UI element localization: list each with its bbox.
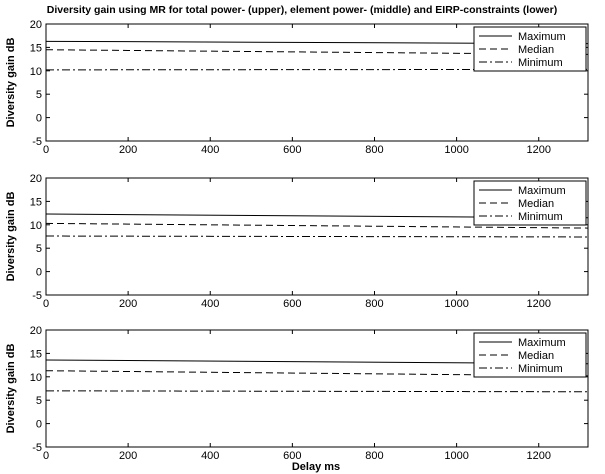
y-tick-label: 5 — [36, 89, 42, 101]
y-tick-label: 0 — [36, 419, 42, 431]
x-tick-label: 400 — [201, 298, 219, 310]
legend-label-median: Median — [518, 44, 554, 56]
x-tick-label: 800 — [365, 298, 383, 310]
x-tick-label: 600 — [283, 298, 301, 310]
y-tick-label: 20 — [30, 173, 42, 185]
legend-label-minimum: Minimum — [518, 211, 563, 223]
y-tick-label: 20 — [30, 19, 42, 31]
series-line-minimum — [45, 390, 589, 393]
legend-label-median: Median — [518, 350, 554, 362]
y-tick-label: -5 — [32, 136, 42, 148]
chart-panel-2: 0 200 400 600 800 1000 1200-505101520Diversity… — [5, 173, 589, 310]
x-tick-label: 1000 — [444, 450, 468, 462]
y-tick-label: 10 — [30, 372, 42, 384]
x-tick-label: 800 — [365, 144, 383, 156]
legend-label-median: Median — [518, 198, 554, 210]
plot-frame — [45, 329, 589, 448]
x-tick-label: 0 — [43, 450, 49, 462]
y-tick-label: -5 — [32, 290, 42, 302]
x-tick-label: 1000 — [444, 144, 468, 156]
y-tick-label: 5 — [36, 395, 42, 407]
x-tick-label: 1000 — [444, 298, 468, 310]
x-tick-label: 600 — [283, 450, 301, 462]
legend-label-maximum: Maximum — [518, 31, 566, 43]
panels: 0 200 400 600 800 1000 1200-505101520Diversity… — [5, 19, 589, 462]
legend-label-maximum: Maximum — [518, 185, 566, 197]
x-tick-label: 200 — [119, 450, 137, 462]
y-tick-label: 10 — [30, 220, 42, 232]
x-tick-label: 600 — [283, 144, 301, 156]
y-tick-label: 15 — [30, 348, 42, 360]
legend-label-minimum: Minimum — [518, 57, 563, 69]
x-tick-label: 0 — [43, 144, 49, 156]
legend-label-minimum: Minimum — [518, 363, 563, 375]
y-tick-label: -5 — [32, 442, 42, 454]
x-tick-label: 800 — [365, 450, 383, 462]
x-axis-title: Delay ms — [292, 461, 340, 473]
x-tick-label: 1200 — [526, 144, 550, 156]
x-tick-label: 200 — [119, 144, 137, 156]
y-axis-title: Diversity gain dB — [5, 344, 17, 434]
y-tick-label: 5 — [36, 243, 42, 255]
series-line-median — [45, 222, 589, 229]
x-tick-label: 200 — [119, 298, 137, 310]
y-axis-title: Diversity gain dB — [5, 192, 17, 282]
chart-panel-3: 0 200 400 600 800 1000 1200-505101520Diversity… — [5, 325, 589, 462]
y-tick-label: 20 — [30, 325, 42, 337]
legend-label-maximum: Maximum — [518, 337, 566, 349]
x-tick-label: 400 — [201, 450, 219, 462]
figure-title: Diversity gain using MR for total power-… — [47, 4, 557, 16]
x-tick-label: 1200 — [526, 298, 550, 310]
y-tick-label: 15 — [30, 196, 42, 208]
y-axis-title: Diversity gain dB — [5, 38, 17, 128]
y-tick-label: 10 — [30, 66, 42, 78]
y-tick-label: 0 — [36, 267, 42, 279]
plot-frame — [45, 23, 589, 142]
chart-panel-1: 0 200 400 600 800 1000 1200-505101520Diversity… — [5, 19, 589, 156]
series-line-minimum — [45, 235, 589, 238]
y-tick-label: 15 — [30, 42, 42, 54]
x-tick-label: 0 — [43, 298, 49, 310]
y-tick-label: 0 — [36, 113, 42, 125]
x-tick-label: 400 — [201, 144, 219, 156]
x-tick-label: 1200 — [526, 450, 550, 462]
